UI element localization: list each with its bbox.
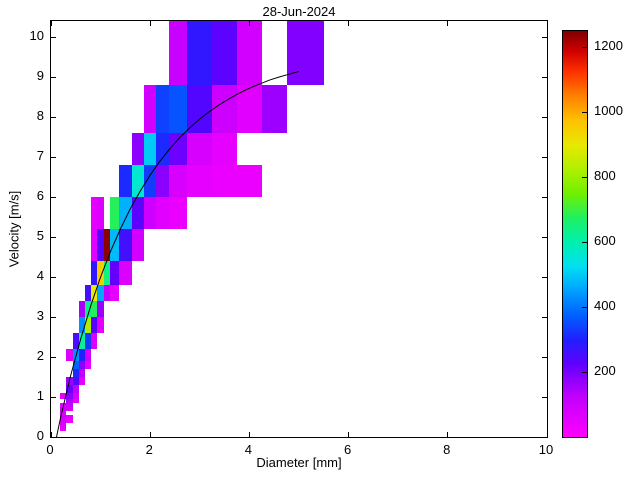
heatmap-cell (144, 85, 157, 133)
heatmap-cell (187, 21, 213, 85)
heatmap-cell (212, 165, 237, 197)
heatmap-cell (144, 197, 157, 229)
colorbar-tick (582, 241, 587, 243)
colorbar-tick-label: 400 (594, 298, 616, 314)
heatmap-cell (156, 85, 169, 133)
colorbar-gradient (563, 31, 587, 437)
y-tick-label: 3 (36, 308, 44, 323)
heatmap-cell (168, 85, 188, 133)
colorbar-tick-label: 1000 (594, 103, 623, 119)
y-tick-label: 7 (36, 148, 44, 163)
colorbar-tick (582, 306, 587, 308)
heatmap-cell (168, 21, 188, 85)
heatmap-cell (119, 197, 132, 229)
heatmap-cell (78, 369, 86, 377)
colorbar-tick-label: 1200 (594, 38, 623, 54)
heatmap-cell (97, 197, 104, 229)
colorbar-tick (582, 176, 587, 178)
x-axis-label: Diameter [mm] (256, 455, 342, 470)
heatmap-cell (97, 301, 104, 317)
heatmap-cell (144, 165, 157, 197)
heatmap-cell (72, 399, 79, 403)
y-tick-label: 0 (36, 428, 44, 443)
chart-title: 28-Jun-2024 (262, 4, 336, 19)
colorbar-tick-label: 600 (594, 233, 616, 249)
heatmap-cell (119, 229, 132, 261)
heatmap-cell (60, 411, 67, 415)
heatmap-cell (78, 377, 86, 385)
heatmap-cell (60, 423, 67, 427)
heatmap-cell (85, 361, 92, 369)
heatmap-cell (66, 407, 73, 411)
heatmap-cell (187, 133, 213, 165)
heatmap-cell (97, 317, 104, 333)
heatmap-cell (187, 165, 213, 197)
heatmap-cell (85, 349, 92, 361)
heatmap-cell (144, 133, 157, 165)
heatmap-cell (109, 197, 120, 229)
colorbar-tick (582, 371, 587, 373)
heatmap-cell (131, 133, 144, 165)
heatmap-cell (66, 419, 73, 423)
heatmap-cell (131, 197, 144, 229)
heatmap-cell (237, 21, 262, 85)
heatmap-cell (109, 229, 120, 261)
colorbar-tick (582, 111, 587, 113)
y-tick-label: 4 (36, 268, 44, 283)
heatmap-cell (156, 133, 169, 165)
y-tick-label: 10 (29, 28, 44, 43)
y-tick-label: 9 (36, 68, 44, 83)
heatmap-cell (168, 133, 188, 165)
heatmap-cell (156, 165, 169, 197)
plot-area (50, 20, 548, 438)
heatmap-cell (131, 229, 144, 261)
heatmap-cells (51, 21, 547, 437)
y-tick-label: 1 (36, 388, 44, 403)
y-tick-label: 8 (36, 108, 44, 123)
heatmap-cell (109, 285, 120, 301)
heatmap-cell (72, 385, 79, 393)
colorbar-tick (582, 46, 587, 48)
heatmap-cell (212, 85, 237, 133)
y-axis-label: Velocity [m/s] (6, 190, 22, 268)
heatmap-cell (286, 21, 324, 85)
heatmap-cell (109, 261, 120, 285)
heatmap-cell (66, 403, 73, 407)
heatmap-cell (119, 165, 132, 197)
heatmap-cell (261, 85, 287, 133)
colorbar (562, 30, 588, 438)
heatmap-cell (212, 133, 237, 165)
heatmap-cell (60, 427, 67, 431)
colorbar-tick-label: 800 (594, 168, 616, 184)
heatmap-cell (237, 85, 262, 133)
heatmap-cell (91, 333, 98, 349)
heatmap-cell (212, 21, 237, 85)
colorbar-tick-label: 200 (594, 363, 616, 379)
y-tick-label: 2 (36, 348, 44, 363)
heatmap-cell (156, 197, 169, 229)
heatmap-cell (131, 165, 144, 197)
heatmap-cell (168, 197, 188, 229)
heatmap-cell (237, 165, 262, 197)
heatmap-cell (119, 261, 132, 285)
heatmap-cell (187, 85, 213, 133)
heatmap-cell (72, 393, 79, 399)
heatmap-cell (66, 415, 73, 419)
heatmap-cell (168, 165, 188, 197)
